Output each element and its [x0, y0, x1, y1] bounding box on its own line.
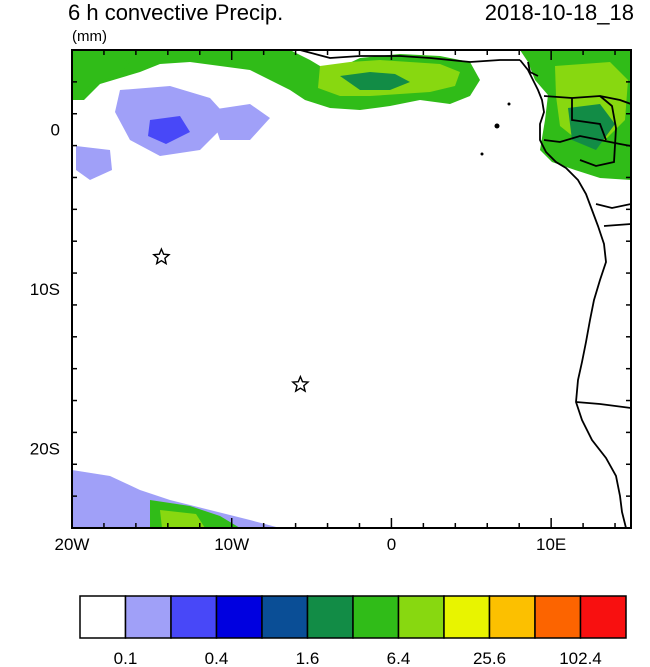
precip-band-south-light — [160, 510, 205, 528]
colorbar: 0.1 0.4 1.6 6.4 25.6 102.4 — [79, 595, 627, 667]
x-tick-label: 0 — [387, 535, 396, 554]
precip-africa-dark — [568, 104, 615, 150]
y-tick-label: 0 — [51, 121, 60, 140]
plot-frame — [71, 49, 632, 529]
precip-field — [72, 50, 631, 528]
x-tick-label: 10W — [214, 535, 249, 554]
border-2 — [543, 135, 631, 147]
border-4 — [579, 95, 617, 167]
star-icon — [152, 247, 171, 266]
colorbar-swatch — [215, 595, 263, 639]
border-5 — [595, 203, 631, 209]
units-label: (mm) — [72, 28, 107, 45]
station-markers — [152, 247, 310, 393]
colorbar-label: 1.6 — [296, 649, 320, 667]
colorbar-label: 0.1 — [114, 649, 138, 667]
coast-north — [299, 50, 520, 63]
colorbar-label: 6.4 — [387, 649, 411, 667]
timestamp-label: 2018-10-18_18 — [484, 0, 634, 25]
colorbar-swatch — [534, 595, 582, 639]
map-title: 6 h convective Precip. — [68, 0, 284, 25]
y-tick-label: 20S — [30, 439, 60, 458]
island-3 — [507, 102, 511, 106]
colorbar-label: 102.4 — [559, 649, 602, 667]
colorbar-swatch — [488, 595, 536, 639]
precip-light-4 — [148, 116, 190, 144]
precip-light-3 — [210, 104, 270, 140]
border-3 — [571, 98, 607, 141]
island-2 — [480, 152, 484, 156]
islands — [480, 102, 511, 156]
colorbar-label: 25.6 — [473, 649, 506, 667]
precip-west — [72, 54, 130, 92]
colorbar-label: 0.4 — [205, 649, 229, 667]
border-7 — [575, 401, 631, 409]
colorbar-swatch — [443, 595, 491, 639]
island-1 — [494, 123, 500, 129]
x-tick-label: 20W — [55, 535, 90, 554]
coast-gulf — [527, 61, 539, 77]
star-icon — [291, 374, 310, 393]
colorbar-swatch — [261, 595, 309, 639]
colorbar-swatch — [579, 595, 627, 639]
africa-coast — [519, 59, 627, 528]
coastline — [299, 50, 631, 528]
axis-tick-labels: 20W 10W 0 10E 0 10S 20S — [30, 121, 567, 554]
colorbar-swatch — [79, 595, 127, 639]
colorbar-swatch — [170, 595, 218, 639]
precip-band-south — [72, 470, 280, 528]
border-6 — [603, 223, 631, 227]
y-tick-label: 10S — [30, 280, 60, 299]
axis-ticks — [71, 49, 631, 529]
colorbar-swatch — [124, 595, 172, 639]
colorbar-swatch — [352, 595, 400, 639]
precip-band-north-dark — [340, 72, 410, 90]
precip-light-2 — [76, 146, 112, 180]
colorbar-swatch — [306, 595, 354, 639]
colorbar-swatch — [397, 595, 445, 639]
x-tick-label: 10E — [536, 535, 566, 554]
